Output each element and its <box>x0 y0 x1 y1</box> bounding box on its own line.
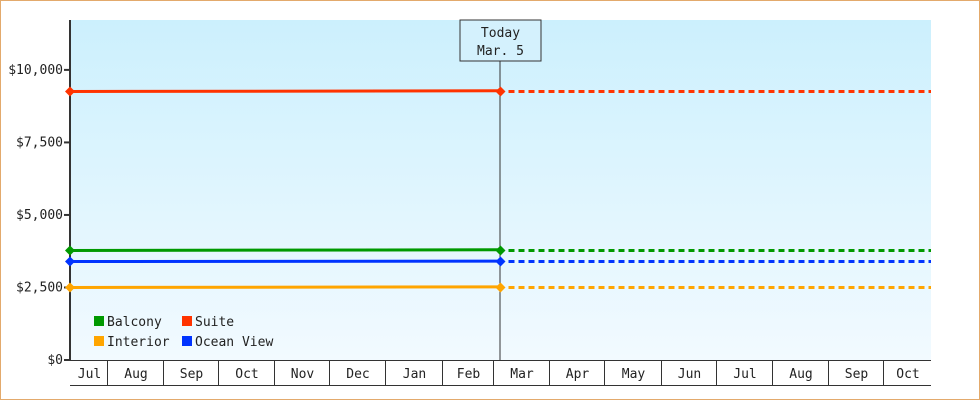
series-balcony <box>65 245 931 256</box>
data-point[interactable] <box>495 86 506 97</box>
legend-item[interactable]: Balcony <box>94 315 162 330</box>
data-point[interactable] <box>65 245 75 256</box>
x-tick-label: Jun <box>678 367 701 382</box>
data-point[interactable] <box>65 256 75 267</box>
y-tick-label: $0 <box>47 353 63 368</box>
data-point[interactable] <box>65 282 75 293</box>
today-date: Mar. 5 <box>477 44 524 59</box>
x-tick-label: Oct <box>235 367 258 382</box>
legend-item[interactable]: Ocean View <box>182 335 273 350</box>
y-tick-label: $2,500 <box>16 280 63 295</box>
data-point[interactable] <box>495 256 506 267</box>
series-suite <box>65 86 931 97</box>
series-ocean-view <box>65 256 931 267</box>
y-tick-label: $7,500 <box>16 135 63 150</box>
today-box <box>459 19 542 62</box>
x-tick-label: Sep <box>845 367 869 382</box>
y-tick-label: $5,000 <box>16 208 63 223</box>
series-line <box>69 89 501 93</box>
legend-swatch <box>94 316 104 326</box>
y-tick-label: $10,000 <box>8 63 63 78</box>
legend-label: Ocean View <box>195 335 273 350</box>
legend-label: Interior <box>107 335 170 350</box>
series-interior <box>65 282 931 293</box>
series-line <box>69 285 501 289</box>
legend-item[interactable]: Interior <box>94 335 170 350</box>
legend: Balcony Suite Interior Ocean View <box>94 315 273 350</box>
series-line <box>69 248 501 252</box>
x-tick-label: Jul <box>78 367 101 382</box>
data-point[interactable] <box>65 86 75 97</box>
x-tick-label: Jan <box>403 367 426 382</box>
x-tick-label: Mar <box>510 367 534 382</box>
data-point[interactable] <box>495 245 506 256</box>
x-tick-label: Apr <box>566 367 590 382</box>
x-tick-label: Aug <box>789 367 812 382</box>
x-tick-label: Dec <box>346 367 369 382</box>
x-tick-label: May <box>622 367 646 382</box>
data-point[interactable] <box>495 282 506 293</box>
x-tick-label: Oct <box>896 367 919 382</box>
x-tick-label: Sep <box>180 367 204 382</box>
legend-swatch <box>94 336 104 346</box>
today-marker: Today Mar. 5 <box>459 19 542 360</box>
legend-label: Balcony <box>107 315 162 330</box>
x-tick-label: Jul <box>733 367 756 382</box>
legend-item[interactable]: Suite <box>182 315 234 330</box>
x-tick-label: Feb <box>457 367 481 382</box>
legend-swatch <box>182 336 192 346</box>
x-tick-label: Aug <box>124 367 147 382</box>
today-label: Today <box>481 26 520 41</box>
x-tick-label: Nov <box>291 367 315 382</box>
legend-label: Suite <box>195 315 234 330</box>
legend-swatch <box>182 316 192 326</box>
